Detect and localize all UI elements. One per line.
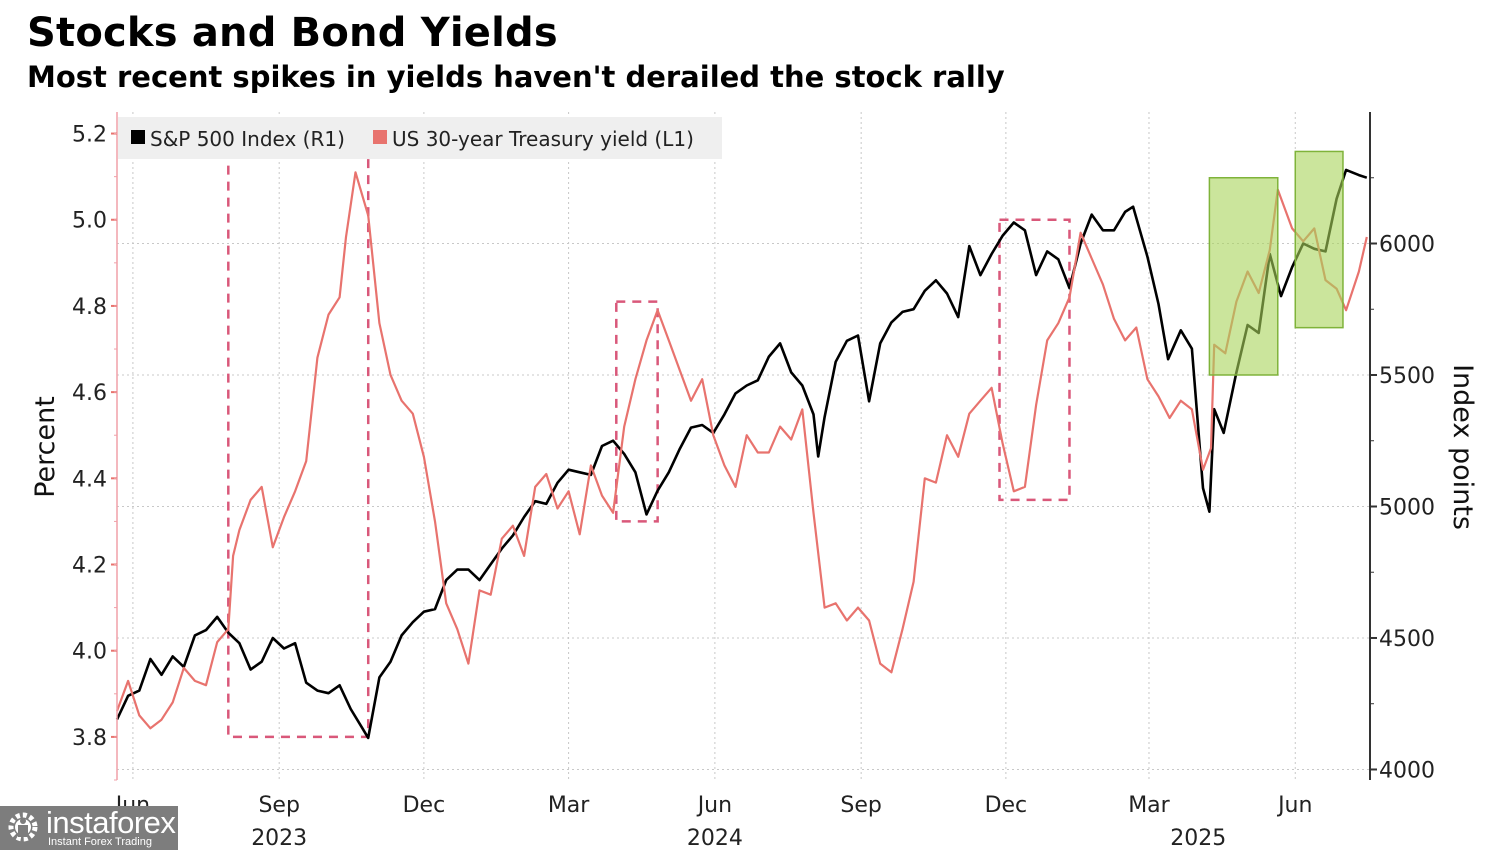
right-tick-label: 6000 <box>1379 232 1435 257</box>
highlight-box <box>1294 150 1344 329</box>
gear-person-icon <box>8 812 38 842</box>
x-tick-label: Mar <box>548 793 590 818</box>
left-axis-title: Percent <box>30 396 61 498</box>
axes: 3.8 4.0 4.2 4.4 4.6 4.8 5.0 5.2 4000 4500 5000 5500… <box>72 112 1435 850</box>
x-tick-label: Jun <box>696 793 732 818</box>
sp500-series-line <box>115 168 1368 740</box>
x-tick-label: Dec <box>985 793 1028 818</box>
x-year-label: 2023 <box>251 826 307 850</box>
left-tick-label: 4.6 <box>72 381 107 406</box>
x-tick-label: Mar <box>1128 793 1170 818</box>
left-tick-label: 5.0 <box>72 209 107 234</box>
x-tick-label: Sep <box>258 793 299 818</box>
x-year-label: 2025 <box>1170 826 1226 850</box>
highlight-box <box>1208 176 1279 376</box>
x-tick-label: Sep <box>840 793 881 818</box>
legend-swatch-sp500 <box>131 130 145 144</box>
left-tick-label: 4.4 <box>72 467 107 492</box>
chart-subtitle: Most recent spikes in yields haven't der… <box>27 60 1005 94</box>
left-tick-label: 3.8 <box>72 726 107 751</box>
left-tick-label: 5.2 <box>72 123 107 148</box>
right-tick-label: 4000 <box>1379 758 1435 783</box>
dashed-annotation-box <box>227 153 370 739</box>
dashed-annotation-box <box>998 218 1071 502</box>
annotations <box>227 153 1071 739</box>
chart-title: Stocks and Bond Yields <box>27 10 558 56</box>
right-axis-title: Index points <box>1447 364 1478 530</box>
yield-series-line <box>115 171 1368 730</box>
x-tick-label: Jun <box>1276 793 1312 818</box>
legend-label-yield: US 30-year Treasury yield (L1) <box>392 127 694 151</box>
dashed-annotation-box <box>615 300 659 523</box>
watermark-brand: instaforex <box>46 805 176 840</box>
legend: S&P 500 Index (R1) US 30-year Treasury y… <box>118 117 722 159</box>
right-tick-label: 4500 <box>1379 627 1435 652</box>
x-tick-label: Dec <box>403 793 446 818</box>
right-tick-label: 5000 <box>1379 495 1435 520</box>
left-tick-label: 4.8 <box>72 295 107 320</box>
series <box>115 168 1368 740</box>
left-tick-label: 4.0 <box>72 640 107 665</box>
highlight-boxes <box>1208 150 1344 376</box>
left-tick-label: 4.2 <box>72 554 107 579</box>
legend-background <box>118 117 722 159</box>
watermark-tagline: Instant Forex Trading <box>48 836 152 848</box>
right-tick-label: 5500 <box>1379 364 1435 389</box>
legend-swatch-yield <box>373 130 387 144</box>
instaforex-watermark: instaforex Instant Forex Trading <box>0 806 178 850</box>
x-year-label: 2024 <box>687 826 743 850</box>
legend-label-sp500: S&P 500 Index (R1) <box>150 127 345 151</box>
